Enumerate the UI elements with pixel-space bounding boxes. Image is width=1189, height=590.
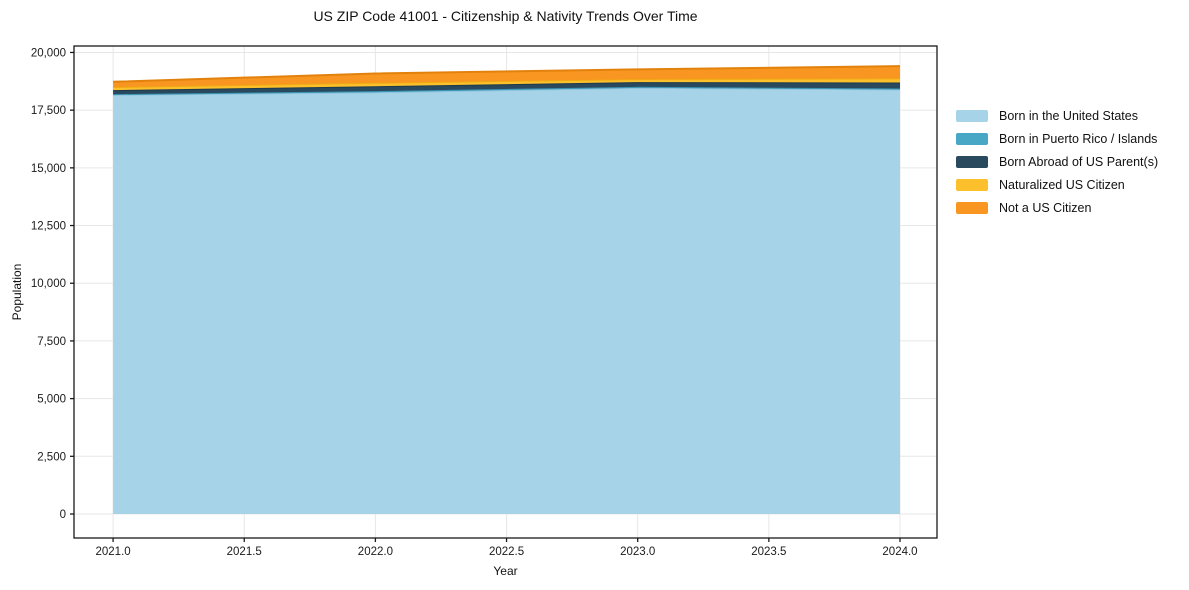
x-tick-label: 2023.5 (751, 546, 786, 558)
legend-swatch (956, 201, 988, 214)
x-tick-label: 2021.5 (227, 546, 262, 558)
legend-label: Born Abroad of US Parent(s) (999, 154, 1159, 169)
legend-item-0: Born in the United States (956, 104, 1158, 127)
legend-item-4: Not a US Citizen (956, 196, 1158, 219)
area-edge-4 (113, 65, 901, 83)
legend-item-2: Born Abroad of US Parent(s) (956, 150, 1158, 173)
legend-label: Born in Puerto Rico / Islands (999, 131, 1158, 146)
legend-swatch (956, 178, 988, 191)
legend-swatch (956, 132, 988, 145)
y-tick-label: 7,500 (37, 336, 66, 348)
y-axis-ticks: 0 2,500 5,000 7,500 10,000 12,500 15,000 17,500… (31, 47, 74, 521)
x-axis-ticks: 2021.0 2021.5 2022.0 2022.5 2023.0 2023.5 2024… (95, 538, 918, 558)
y-tick-label: 0 (60, 509, 66, 521)
stacked-areas (113, 65, 901, 515)
y-tick-label: 15,000 (31, 163, 66, 175)
x-tick-label: 2022.0 (358, 546, 393, 558)
legend-swatch (956, 109, 988, 122)
legend-label: Born in the United States (999, 108, 1138, 123)
area-series-2 (113, 82, 901, 95)
legend-item-3: Naturalized US Citizen (956, 173, 1158, 196)
y-tick-label: 12,500 (31, 221, 66, 233)
x-tick-label: 2021.0 (95, 546, 130, 558)
area-series-4 (113, 66, 901, 88)
legend-label: Naturalized US Citizen (999, 177, 1125, 192)
area-series-3 (113, 78, 901, 91)
y-tick-label: 17,500 (31, 105, 66, 117)
legend-label: Not a US Citizen (999, 200, 1092, 215)
y-tick-label: 5,000 (37, 394, 66, 406)
y-tick-label: 2,500 (37, 451, 66, 463)
y-axis-title: Population (10, 263, 24, 321)
x-tick-label: 2022.5 (489, 546, 524, 558)
y-tick-label: 10,000 (31, 278, 66, 290)
y-tick-label: 20,000 (31, 47, 66, 59)
legend-swatch (956, 155, 988, 168)
x-axis-title: Year (493, 564, 518, 578)
x-tick-label: 2023.0 (620, 546, 655, 558)
area-series-0 (113, 87, 901, 515)
legend: Born in the United States Born in Puerto … (956, 104, 1158, 219)
x-tick-label: 2024.0 (882, 546, 917, 558)
legend-item-1: Born in Puerto Rico / Islands (956, 127, 1158, 150)
plot-border (73, 45, 938, 539)
chart-title: US ZIP Code 41001 - Citizenship & Nativi… (313, 8, 698, 24)
